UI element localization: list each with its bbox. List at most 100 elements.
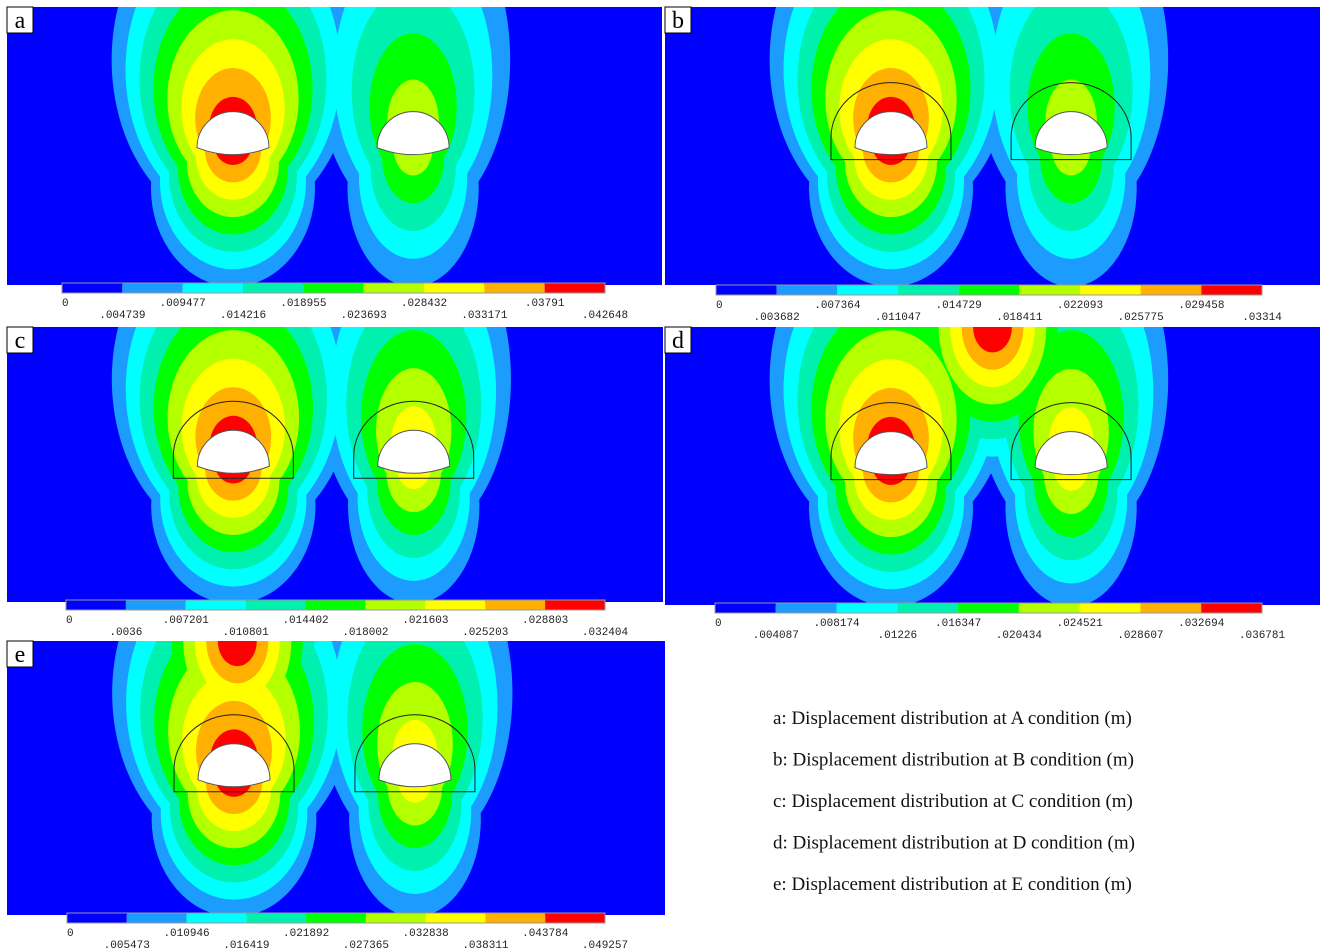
colorbar-segment: [62, 283, 122, 293]
colorbar-label: .020434: [996, 630, 1043, 642]
colorbar-label: .014402: [282, 615, 328, 627]
colorbar-label: .016419: [223, 940, 269, 950]
contour-plot: [665, 0, 1320, 287]
colorbar-segment: [424, 283, 484, 293]
colorbar-segment: [716, 285, 777, 295]
colorbar-segment: [897, 603, 958, 613]
colorbar-label: .018002: [342, 627, 388, 639]
colorbar-label: .032694: [1178, 618, 1225, 630]
colorbar-segment: [67, 913, 127, 923]
colorbar-segment: [366, 913, 426, 923]
colorbar-label: 0: [716, 300, 723, 312]
colorbar-segment: [1201, 285, 1262, 295]
colorbar-segment: [306, 913, 366, 923]
colorbar-segment: [545, 600, 605, 610]
caption: d: Displacement distribution at D condit…: [773, 833, 1135, 854]
colorbar-segment: [837, 603, 898, 613]
colorbar-segment: [187, 913, 247, 923]
colorbar-label: .028803: [522, 615, 568, 627]
colorbar-label: .010801: [223, 627, 270, 639]
colorbar-label: 0: [62, 298, 69, 310]
colorbar-segment: [425, 600, 485, 610]
colorbar-segment: [898, 285, 959, 295]
caption: a: Displacement distribution at A condit…: [773, 708, 1132, 729]
contour-band: [218, 616, 257, 666]
colorbar-segment: [1080, 285, 1141, 295]
colorbar-label: .018955: [280, 298, 326, 310]
panel-label: c: [15, 328, 26, 354]
colorbar-segment: [715, 603, 776, 613]
colorbar-label: .016347: [935, 618, 981, 630]
colorbar-label: .008174: [813, 618, 860, 630]
colorbar-segment: [243, 283, 303, 293]
panel-label: b: [672, 8, 684, 34]
colorbar-label: .028432: [401, 298, 447, 310]
colorbar-segment: [127, 913, 187, 923]
colorbar-label: .022093: [1057, 300, 1103, 312]
colorbar-label: 0: [67, 928, 74, 940]
figure-canvas: a 0 .004739 .009477 .014216 .018955 .023693 .02…: [0, 0, 1327, 950]
colorbar-label: .004739: [99, 310, 145, 322]
colorbar-segment: [776, 603, 837, 613]
colorbar-label: .038311: [462, 940, 509, 950]
colorbar-segment: [364, 283, 424, 293]
colorbar-segment: [485, 913, 545, 923]
colorbar-segment: [1080, 603, 1141, 613]
colorbar-label: .011047: [875, 312, 921, 324]
colorbar-segment: [545, 913, 605, 923]
colorbar-label: .036781: [1239, 630, 1286, 642]
colorbar-segment: [66, 600, 126, 610]
colorbar-label: .027365: [343, 940, 389, 950]
colorbar-segment: [426, 913, 486, 923]
colorbar-label: .028607: [1117, 630, 1163, 642]
colorbar-segment: [186, 600, 246, 610]
colorbar-label: .0036: [109, 627, 142, 639]
colorbar-segment: [1201, 603, 1262, 613]
colorbar-label: 0: [715, 618, 722, 630]
colorbar-label: .003682: [754, 312, 800, 324]
colorbar-label: .007364: [814, 300, 861, 312]
colorbar-segment: [306, 600, 366, 610]
colorbar-label: .032404: [582, 627, 629, 639]
colorbar-label: .007201: [163, 615, 210, 627]
colorbar-label: .029458: [1178, 300, 1224, 312]
panel-label: d: [672, 328, 684, 354]
colorbar-label: .004087: [753, 630, 799, 642]
colorbar-label: .024521: [1057, 618, 1104, 630]
colorbar-segment: [959, 285, 1020, 295]
caption: e: Displacement distribution at E condit…: [773, 874, 1132, 895]
colorbar-segment: [777, 285, 838, 295]
colorbar-segment: [958, 603, 1019, 613]
colorbar-label: .01226: [878, 630, 918, 642]
colorbar-label: .021603: [402, 615, 448, 627]
colorbar-label: .009477: [160, 298, 206, 310]
colorbar-label: .043784: [522, 928, 569, 940]
colorbar-segment: [484, 283, 544, 293]
colorbar-label: .025203: [462, 627, 508, 639]
colorbar-label: .033171: [461, 310, 508, 322]
colorbar-label: .018411: [996, 312, 1043, 324]
contour-plot: [7, 0, 662, 287]
panel-label: a: [15, 8, 26, 34]
colorbar-label: .032838: [403, 928, 449, 940]
colorbar-label: .042648: [582, 310, 628, 322]
panel-label: e: [15, 642, 26, 668]
colorbar-label: .03791: [525, 298, 565, 310]
colorbar-label: .014216: [220, 310, 266, 322]
colorbar-label: .023693: [341, 310, 387, 322]
colorbar-segment: [1141, 285, 1202, 295]
colorbar-segment: [183, 283, 243, 293]
colorbar-segment: [126, 600, 186, 610]
colorbar-label: .03314: [1242, 312, 1282, 324]
figure: a 0 .004739 .009477 .014216 .018955 .023693 .02…: [0, 0, 1327, 950]
colorbar-label: .021892: [283, 928, 329, 940]
colorbar-segment: [303, 283, 363, 293]
colorbar-label: .005473: [104, 940, 150, 950]
colorbar-segment: [246, 600, 306, 610]
colorbar-segment: [246, 913, 306, 923]
colorbar-segment: [122, 283, 182, 293]
colorbar-label: .014729: [936, 300, 982, 312]
colorbar-label: 0: [66, 615, 73, 627]
colorbar-label: .010946: [163, 928, 209, 940]
caption: c: Displacement distribution at C condit…: [773, 791, 1133, 812]
